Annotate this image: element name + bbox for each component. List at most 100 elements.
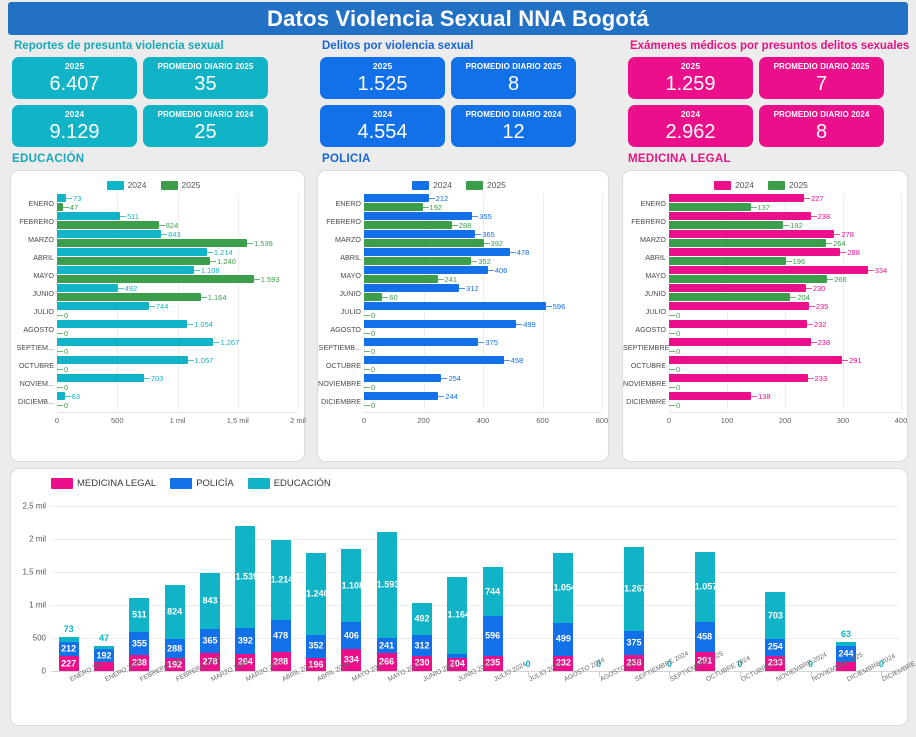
- stacked-bar-segment[interactable]: 278: [200, 652, 220, 671]
- stacked-bar-segment[interactable]: 478: [270, 620, 291, 652]
- chart-bar[interactable]: [57, 392, 65, 400]
- legend-item[interactable]: EDUCACIÓN: [247, 478, 331, 489]
- chart-bar[interactable]: [57, 203, 63, 211]
- stacked-bar-segment[interactable]: 365: [200, 628, 220, 653]
- stacked-bar-column[interactable]: 288 478 1.214: [270, 540, 293, 671]
- chart-bar[interactable]: [364, 293, 383, 301]
- legend-item[interactable]: 2024: [412, 180, 452, 190]
- stacked-bar-column[interactable]: 204 1.164: [447, 576, 470, 671]
- legend-item[interactable]: 2024: [106, 180, 147, 190]
- chart-bar[interactable]: [669, 266, 868, 274]
- stacked-bar-segment[interactable]: 232: [553, 655, 574, 671]
- chart-bar[interactable]: [57, 284, 118, 292]
- legend-item[interactable]: 2025: [768, 180, 808, 190]
- stacked-bar-segment[interactable]: 744: [482, 567, 503, 617]
- stacked-bar-segment[interactable]: 233: [765, 655, 786, 671]
- chart-bar[interactable]: [669, 356, 843, 364]
- chart-bar[interactable]: [364, 230, 476, 238]
- legend-item[interactable]: MEDICINA LEGAL: [51, 478, 156, 489]
- chart-bar[interactable]: [364, 257, 472, 265]
- stacked-bar-segment[interactable]: 511: [129, 598, 150, 632]
- chart-bar[interactable]: [364, 338, 479, 346]
- stacked-bar-segment[interactable]: 238: [624, 655, 644, 671]
- stacked-bar-segment[interactable]: 824: [164, 584, 185, 640]
- chart-bar[interactable]: [57, 275, 254, 283]
- stacked-bar-segment[interactable]: 1.267: [624, 546, 647, 631]
- legend-item[interactable]: 2025: [466, 180, 506, 190]
- chart-bar[interactable]: [57, 338, 214, 346]
- stacked-bar-column[interactable]: 196 352 1.240: [306, 553, 329, 671]
- stacked-bar-segment[interactable]: 843: [200, 572, 220, 629]
- chart-bar[interactable]: [364, 203, 423, 211]
- stacked-bar-segment[interactable]: 1.164: [447, 576, 470, 654]
- chart-bar[interactable]: [669, 338, 811, 346]
- stacked-bar-segment[interactable]: 196: [306, 658, 326, 671]
- chart-bar[interactable]: [669, 203, 751, 211]
- stacked-bar-segment[interactable]: [447, 653, 468, 658]
- stacked-bar-segment[interactable]: [836, 641, 856, 646]
- stacked-bar-column[interactable]: 192 288 824: [164, 584, 185, 671]
- stacked-bar-segment[interactable]: 288: [164, 639, 185, 659]
- stacked-bar-segment[interactable]: 406: [341, 622, 362, 649]
- stacked-bar-segment[interactable]: 235: [482, 655, 503, 671]
- chart-bar[interactable]: [669, 293, 791, 301]
- chart-bar[interactable]: [57, 356, 188, 364]
- chart-bar[interactable]: [669, 302, 809, 310]
- kpi-card-promedio-diario-2025[interactable]: PROMEDIO DIARIO 2025 8: [451, 57, 576, 99]
- chart-bar[interactable]: [57, 230, 162, 238]
- chart-bar[interactable]: [57, 320, 188, 328]
- stacked-bar-column[interactable]: 232 499 1.054: [553, 553, 576, 671]
- stacked-bar-segment[interactable]: 244: [836, 645, 856, 662]
- kpi-card-2025[interactable]: 2025 6.407: [12, 57, 137, 99]
- stacked-bar-segment[interactable]: 264: [235, 653, 256, 671]
- stacked-bar-segment[interactable]: 352: [306, 634, 326, 659]
- stacked-bar-column[interactable]: 233 254 703: [765, 592, 786, 671]
- stacked-bar-segment[interactable]: 458: [694, 621, 715, 652]
- stacked-bar-segment[interactable]: 212: [58, 642, 79, 657]
- stacked-bar-column[interactable]: 244 63: [836, 629, 856, 671]
- chart-bar[interactable]: [364, 266, 488, 274]
- stacked-bar-column[interactable]: 334 406 1.108: [341, 549, 364, 671]
- stacked-bar-segment[interactable]: 254: [765, 638, 786, 656]
- kpi-card-2025[interactable]: 2025 1.525: [320, 57, 445, 99]
- chart-bar[interactable]: [364, 392, 439, 400]
- kpi-card-2025[interactable]: 2025 1.259: [628, 57, 753, 99]
- chart-bar[interactable]: [669, 257, 786, 265]
- stacked-bar-segment[interactable]: 266: [376, 653, 397, 671]
- stacked-bar-column[interactable]: 238 375 1.267: [624, 546, 647, 671]
- stacked-bar-segment[interactable]: 192: [164, 658, 185, 671]
- stacked-bar-segment[interactable]: 1.057: [694, 551, 717, 622]
- chart-bar[interactable]: [669, 275, 828, 283]
- stacked-bar-column[interactable]: 238 355 511: [129, 598, 150, 671]
- stacked-bar-segment[interactable]: 1.108: [341, 549, 364, 623]
- kpi-card-promedio-diario-2024[interactable]: PROMEDIO DIARIO 2024 12: [451, 105, 576, 147]
- stacked-bar-segment[interactable]: 392: [235, 627, 256, 654]
- stacked-bar-segment[interactable]: 499: [553, 622, 574, 656]
- stacked-bar-segment[interactable]: [94, 646, 114, 650]
- stacked-bar-segment[interactable]: 192: [94, 649, 114, 662]
- chart-bar[interactable]: [364, 302, 546, 310]
- stacked-bar-segment[interactable]: 492: [412, 602, 432, 636]
- chart-bar[interactable]: [364, 221, 452, 229]
- chart-bar[interactable]: [669, 284, 806, 292]
- chart-bar[interactable]: [669, 212, 811, 220]
- chart-bar[interactable]: [669, 239, 827, 247]
- stacked-bar-segment[interactable]: 230: [412, 655, 432, 671]
- legend-item[interactable]: 2025: [160, 180, 200, 190]
- chart-bar[interactable]: [57, 248, 207, 256]
- stacked-bar-segment[interactable]: 204: [447, 657, 468, 671]
- stacked-bar-column[interactable]: 278 365 843: [200, 572, 220, 671]
- chart-bar[interactable]: [364, 284, 460, 292]
- kpi-card-promedio-diario-2025[interactable]: PROMEDIO DIARIO 2025 35: [143, 57, 268, 99]
- legend-item[interactable]: POLICÍA: [170, 478, 234, 489]
- kpi-card-2024[interactable]: 2024 4.554: [320, 105, 445, 147]
- stacked-bar-segment[interactable]: 312: [412, 635, 432, 656]
- stacked-bar-column[interactable]: 230 312 492: [412, 602, 432, 671]
- chart-bar[interactable]: [364, 320, 517, 328]
- kpi-card-promedio-diario-2025[interactable]: PROMEDIO DIARIO 2025 7: [759, 57, 884, 99]
- stacked-bar-segment[interactable]: [836, 661, 856, 671]
- chart-bar[interactable]: [364, 374, 442, 382]
- stacked-bar-segment[interactable]: 334: [341, 648, 362, 671]
- chart-bar[interactable]: [57, 257, 211, 265]
- stacked-bar-column[interactable]: 227 212 73: [58, 624, 79, 671]
